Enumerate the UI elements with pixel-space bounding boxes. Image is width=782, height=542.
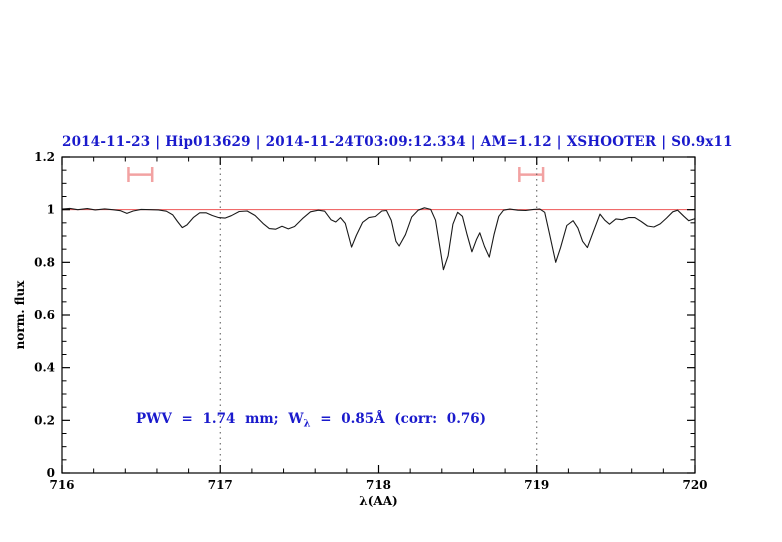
pwv-annotation: PWV = 1.74 mm; Wλ = 0.85Å (corr: 0.76): [136, 411, 486, 430]
plot-title: 2014-11-23 | Hip013629 | 2014-11-24T03:0…: [62, 134, 733, 150]
spectrum-curve: [61, 207, 696, 271]
x-tick-label: 717: [208, 478, 233, 492]
y-tick-label: 0.6: [34, 308, 55, 322]
y-tick-label: 0.8: [34, 255, 55, 269]
lambda-subscript: λ: [303, 418, 311, 430]
x-tick-label: 716: [49, 478, 74, 492]
pwv-text-post: = 0.85Å (corr: 0.76): [310, 411, 487, 427]
x-axis-label: λ(AA): [359, 494, 398, 508]
y-tick-label: 0: [47, 466, 55, 480]
x-tick-label: 719: [524, 478, 549, 492]
x-tick-label: 718: [366, 478, 391, 492]
y-tick-label: 1: [47, 203, 55, 217]
y-tick-label: 0.4: [34, 361, 55, 375]
x-tick-label: 720: [682, 478, 707, 492]
y-tick-label: 1.2: [34, 150, 55, 164]
pwv-text-pre: PWV = 1.74 mm; W: [136, 411, 304, 427]
y-axis-label: norm. flux: [13, 280, 27, 350]
y-tick-label: 0.2: [34, 413, 55, 427]
